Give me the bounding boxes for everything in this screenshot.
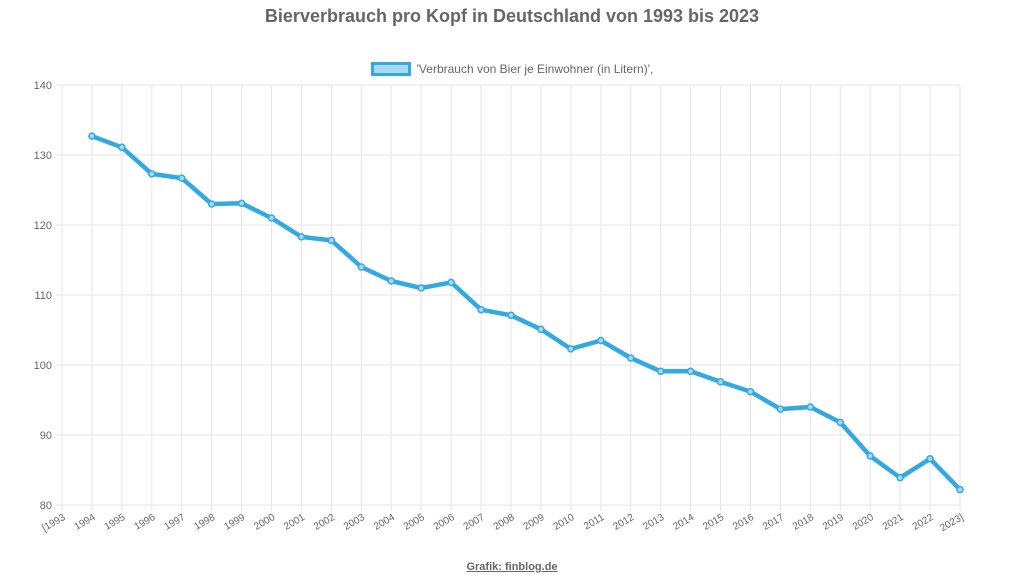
data-point (417, 284, 425, 292)
x-tick-label: 1999 (222, 512, 247, 533)
x-tick-label: 2023] (938, 512, 965, 534)
data-point (656, 367, 665, 376)
x-tick-label: 1995 (103, 512, 128, 533)
data-point (776, 405, 785, 413)
x-tick-label: 2005 (402, 512, 427, 533)
legend-label: 'Verbrauch von Bier je Einwohner (in Lit… (416, 62, 654, 76)
x-tick-label: 2020 (851, 512, 876, 533)
x-tick-label: 2010 (552, 512, 577, 533)
x-tick-label: 2014 (671, 512, 696, 533)
data-point (746, 387, 755, 396)
y-tick-label: 140 (34, 80, 52, 92)
x-tick-label: 2009 (522, 512, 547, 533)
data-point (447, 278, 455, 287)
y-tick-label: 100 (34, 360, 52, 372)
data-point (956, 485, 964, 494)
x-tick-label: 2021 (881, 512, 906, 533)
data-point (477, 305, 485, 314)
x-tick-label: 2011 (582, 512, 607, 532)
x-tick-label: 2016 (731, 512, 756, 533)
data-point (88, 132, 96, 140)
data-point (686, 367, 695, 376)
y-tick-label: 80 (40, 500, 52, 512)
data-point (626, 354, 635, 362)
x-tick-label: 2018 (791, 512, 816, 533)
data-point (567, 345, 575, 353)
x-tick-label: 2003 (342, 512, 367, 533)
x-tick-label: 2022 (911, 512, 936, 533)
data-point (207, 200, 216, 208)
data-point (177, 174, 186, 182)
data-point (267, 214, 276, 222)
data-point (866, 452, 874, 460)
data-point (148, 170, 156, 178)
x-tick-label: 2007 (462, 512, 487, 533)
y-tick-label: 90 (40, 430, 52, 442)
data-point (507, 311, 515, 320)
x-tick-label: 2008 (492, 512, 517, 533)
chart-title: Bierverbrauch pro Kopf in Deutschland vo… (264, 6, 760, 26)
x-tick-label: 2017 (761, 512, 786, 533)
chart-legend[interactable]: 'Verbrauch von Bier je Einwohner (in Lit… (0, 62, 1024, 76)
data-point (896, 473, 904, 482)
y-tick-label: 130 (34, 150, 52, 162)
x-tick-label: 2006 (432, 512, 457, 533)
data-point (597, 336, 605, 345)
data-point (537, 325, 545, 334)
data-point (357, 263, 366, 271)
x-tick-label: 1996 (133, 512, 158, 533)
x-tick-label: 1994 (73, 512, 98, 533)
data-point (806, 403, 815, 411)
data-point (297, 233, 306, 241)
x-tick-label: [1993 (40, 512, 68, 534)
legend-swatch (370, 62, 411, 76)
x-tick-label: 2001 (282, 512, 307, 533)
x-tick-label: 2019 (821, 512, 846, 533)
x-tick-label: 2000 (252, 512, 277, 533)
credit-link[interactable]: Grafik: finblog.de (466, 561, 558, 573)
x-tick-label: 2012 (611, 512, 636, 533)
y-tick-label: 110 (34, 290, 52, 302)
x-tick-label: 2015 (701, 512, 726, 533)
data-point (327, 236, 336, 245)
data-point (716, 378, 725, 386)
data-point (926, 455, 934, 463)
y-tick-label: 120 (34, 220, 52, 232)
x-tick-label: 2013 (641, 512, 666, 533)
x-tick-label: 2004 (372, 512, 397, 533)
data-point (387, 277, 396, 285)
x-tick-label: 2002 (312, 512, 337, 533)
data-point (118, 143, 126, 152)
x-tick-label: 1997 (162, 512, 187, 533)
data-point (836, 418, 845, 427)
x-tick-label: 1998 (192, 512, 217, 533)
data-point (237, 199, 246, 208)
series-line (89, 133, 963, 492)
